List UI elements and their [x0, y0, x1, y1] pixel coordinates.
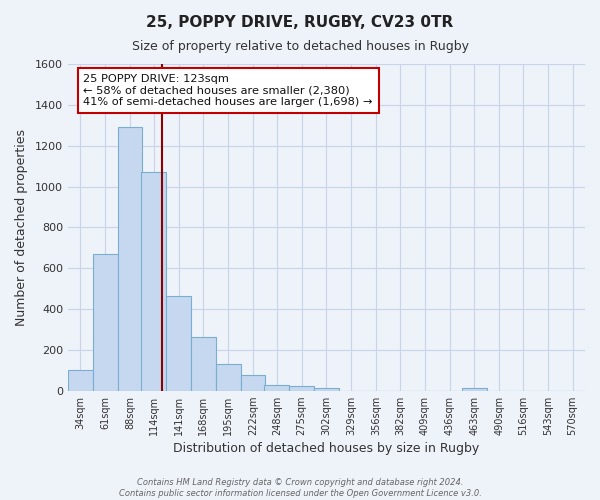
Text: 25, POPPY DRIVE, RUGBY, CV23 0TR: 25, POPPY DRIVE, RUGBY, CV23 0TR: [146, 15, 454, 30]
Text: Contains HM Land Registry data © Crown copyright and database right 2024.
Contai: Contains HM Land Registry data © Crown c…: [119, 478, 481, 498]
Bar: [142, 172, 166, 390]
Bar: [241, 376, 265, 390]
Y-axis label: Number of detached properties: Number of detached properties: [15, 129, 28, 326]
Bar: [314, 388, 339, 390]
Text: Size of property relative to detached houses in Rugby: Size of property relative to detached ho…: [131, 40, 469, 53]
Bar: [118, 128, 142, 390]
Bar: [191, 336, 216, 390]
Text: 25 POPPY DRIVE: 123sqm
← 58% of detached houses are smaller (2,380)
41% of semi-: 25 POPPY DRIVE: 123sqm ← 58% of detached…: [83, 74, 373, 107]
Bar: [289, 386, 314, 390]
Bar: [93, 254, 118, 390]
Bar: [265, 384, 289, 390]
Bar: [166, 296, 191, 390]
X-axis label: Distribution of detached houses by size in Rugby: Distribution of detached houses by size …: [173, 442, 479, 455]
Bar: [462, 388, 487, 390]
Bar: [216, 364, 241, 390]
Bar: [68, 370, 93, 390]
